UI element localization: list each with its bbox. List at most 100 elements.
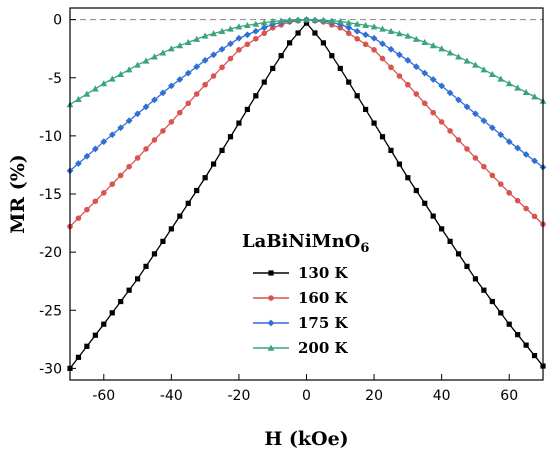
data-point-circle [109,181,116,187]
data-point-diamond [151,96,158,104]
data-point-diamond [345,24,353,32]
data-point-square [413,187,419,194]
series-line [69,18,544,172]
data-point-triangle [201,32,209,39]
data-point-circle [337,24,344,31]
data-point-square [185,200,191,206]
data-point-triangle [286,16,294,23]
data-point-circle [168,119,175,125]
data-point-square [329,53,335,59]
data-point-triangle [463,57,471,64]
legend-item: 175 K [253,314,349,332]
data-point-circle [100,190,107,196]
data-point-circle [202,81,208,88]
data-point-triangle [100,80,108,87]
x-tick-label: 20 [365,388,383,404]
data-point-diamond [176,76,184,83]
data-point-triangle [218,27,226,34]
data-point-triangle [167,45,175,52]
x-tick-label: -60 [92,388,115,404]
y-tick-label: -5 [48,71,62,87]
data-point-square [346,79,352,85]
data-point-square [236,120,242,126]
data-point-diamond [463,103,471,111]
data-point-triangle [438,45,446,52]
data-point-diamond [404,56,412,64]
y-tick-label: -15 [39,187,62,203]
data-point-square [126,287,132,293]
data-point-square [92,332,98,338]
data-point-diamond [117,124,125,132]
data-point-square [268,270,274,276]
data-point-circle [455,137,462,143]
data-point-diamond [472,110,479,118]
data-point-circle [464,146,470,152]
x-tick-label: 60 [500,388,518,404]
data-point-triangle [488,70,496,77]
data-point-triangle [108,75,116,82]
data-point-diamond [387,45,395,53]
data-point-circle [261,30,268,37]
data-point-circle [151,137,158,143]
data-point-triangle [193,35,201,42]
data-point-triangle [336,17,344,25]
data-point-circle [438,119,445,125]
data-point-square [489,298,495,305]
data-point-circle [193,91,200,97]
data-point-square [151,251,158,257]
data-point-circle [506,190,513,196]
data-point-diamond [210,51,217,59]
data-point-circle [244,41,251,48]
data-point-square [481,287,487,293]
data-point-square [506,321,512,327]
data-point-diamond [227,40,234,48]
data-point-diamond [125,117,133,125]
data-point-triangle [227,25,234,32]
legend-label: 200 K [298,339,349,357]
data-point-triangle [75,95,82,102]
data-point-diamond [522,151,530,158]
data-point-square [363,106,369,113]
data-point-circle [481,163,487,170]
data-point-triangle [522,88,530,96]
data-point-triangle [83,90,91,97]
data-point-circle [472,155,479,161]
data-point-circle [253,36,259,42]
data-point-circle [523,205,529,212]
data-point-triangle [210,30,217,37]
data-point-circle [497,181,504,187]
data-point-square [354,93,360,99]
data-point-triangle [379,25,386,32]
data-point-diamond [336,20,344,28]
data-point-diamond [480,117,488,125]
data-point-circle [531,213,538,220]
series-175-k [66,16,547,175]
data-point-circle [219,64,225,71]
data-point-circle [514,197,521,204]
data-point-square [101,321,107,327]
data-point-triangle [455,53,462,60]
data-point-diamond [421,69,429,77]
data-point-diamond [514,144,522,152]
data-point-triangle [387,27,395,34]
data-point-triangle [269,17,277,25]
data-point-triangle [294,16,302,23]
data-point-circle [268,295,274,301]
legend-label: 175 K [298,314,349,332]
data-point-circle [371,47,377,53]
x-tick-label: 40 [433,388,451,404]
data-point-triangle [362,21,370,29]
series-200-k [66,16,547,108]
data-point-diamond [379,40,386,48]
data-point-circle [134,155,141,161]
data-point-diamond [497,131,505,139]
data-point-square [371,120,377,126]
data-point-triangle [243,21,251,29]
series-layer [66,16,547,371]
data-point-diamond [91,145,99,153]
data-point-square [396,161,403,167]
data-point-triangle [91,85,99,92]
data-point-square [210,161,217,167]
data-point-triangle [370,23,378,30]
data-point-circle [210,73,217,79]
